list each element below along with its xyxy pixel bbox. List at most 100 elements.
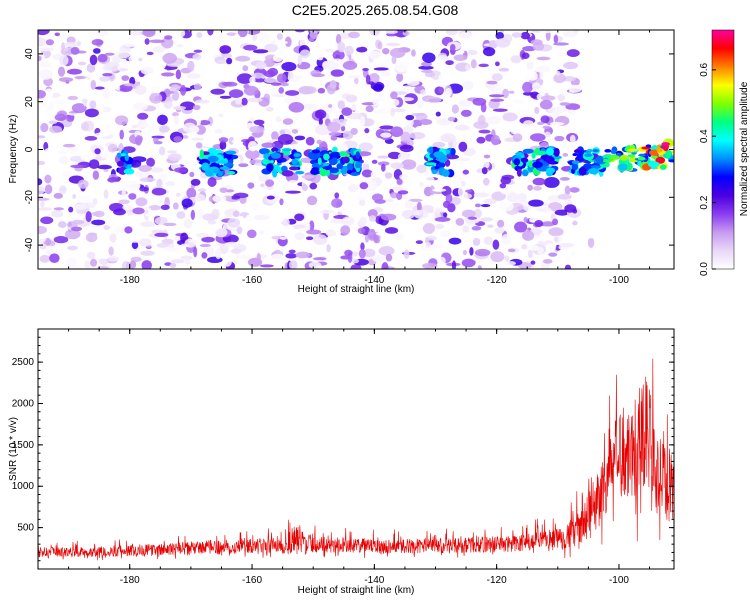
heatmap-noise-blob — [552, 218, 559, 226]
heatmap-noise-blob — [38, 207, 52, 211]
heatmap-noise-blob — [531, 82, 541, 91]
heatmap-signal-blob — [584, 153, 593, 157]
heatmap-noise-blob — [348, 31, 360, 39]
heatmap-signal-blob — [441, 169, 450, 177]
heatmap-noise-blob — [553, 73, 567, 84]
heatmap-noise-blob — [210, 88, 225, 95]
heatmap-noise-blob — [38, 55, 42, 62]
heatmap-noise-blob — [555, 70, 561, 76]
heatmap-noise-blob — [498, 67, 510, 72]
heatmap-noise-blob — [54, 113, 67, 122]
heatmap-noise-blob — [201, 236, 215, 243]
heatmap-noise-blob — [245, 214, 253, 222]
heatmap-noise-blob — [182, 122, 197, 133]
heatmap-noise-blob — [102, 72, 113, 77]
heatmap-noise-blob — [327, 121, 341, 133]
heatmap-noise-blob — [151, 244, 157, 249]
heatmap-noise-blob — [551, 121, 558, 126]
heatmap-noise-blob — [141, 260, 152, 269]
heatmap-noise-blob — [222, 257, 232, 267]
heatmap-noise-blob — [88, 159, 100, 170]
heatmap-noise-blob — [451, 223, 458, 233]
heatmap-noise-blob — [276, 33, 283, 41]
heatmap-signal-blob — [588, 167, 600, 175]
heatmap-signal-blob — [223, 162, 234, 167]
heatmap-noise-blob — [308, 261, 322, 269]
heatmap-noise-blob — [483, 236, 493, 245]
heatmap-noise-blob — [45, 39, 54, 46]
heatmap-noise-blob — [392, 232, 405, 241]
colorbar-frame — [711, 29, 735, 270]
heatmap-noise-blob — [508, 90, 515, 94]
heatmap-noise-blob — [190, 178, 201, 186]
heatmap-noise-blob — [236, 226, 243, 235]
heatmap-noise-blob — [563, 76, 576, 82]
heatmap-noise-blob — [328, 132, 342, 137]
heatmap-noise-blob — [146, 51, 154, 56]
colorbar-tick-label: 0.0 — [699, 262, 710, 276]
heatmap-noise-blob — [342, 176, 355, 181]
heatmap-noise-blob — [174, 167, 188, 173]
heatmap-noise-blob — [309, 120, 319, 128]
heatmap-signal-blob — [659, 164, 667, 170]
heatmap-noise-blob — [316, 139, 323, 145]
heatmap-noise-blob — [328, 104, 333, 108]
heatmap-noise-blob — [193, 83, 202, 91]
heatmap-noise-blob — [390, 107, 396, 117]
heatmap-noise-blob — [39, 60, 45, 69]
heatmap-noise-blob — [587, 237, 595, 248]
heatmap-signal-blob — [425, 162, 437, 166]
heatmap-noise-blob — [437, 55, 449, 61]
heatmap-noise-blob — [399, 174, 408, 180]
heatmap-noise-blob — [570, 251, 576, 257]
heatmap-noise-blob — [573, 30, 579, 34]
heatmap-noise-blob — [175, 69, 182, 80]
heatmap-noise-blob — [442, 200, 451, 209]
heatmap-noise-blob — [57, 66, 66, 77]
heatmap-noise-blob — [490, 98, 504, 102]
heatmap-noise-blob — [180, 255, 193, 260]
heatmap-noise-blob — [490, 87, 499, 93]
heatmap-signal-blob — [431, 169, 438, 175]
heatmap-noise-blob — [309, 220, 315, 232]
heatmap-y-tick-label: -20 — [24, 190, 35, 205]
heatmap-signal-blob — [123, 168, 135, 175]
heatmap-noise-blob — [280, 82, 289, 87]
heatmap-noise-blob — [270, 82, 282, 86]
heatmap-noise-blob — [39, 243, 47, 250]
heatmap-noise-blob — [99, 76, 111, 82]
heatmap-noise-blob — [381, 115, 389, 124]
heatmap-noise-blob — [114, 50, 131, 59]
heatmap-noise-blob — [340, 225, 351, 236]
heatmap-noise-blob — [418, 141, 426, 152]
heatmap-signal-blob — [219, 166, 230, 170]
colorbar-tick-label: 0.2 — [699, 195, 710, 209]
heatmap-noise-blob — [517, 192, 528, 202]
heatmap-noise-blob — [409, 131, 426, 140]
heatmap-y-tick-label: -40 — [24, 237, 35, 252]
heatmap-noise-blob — [530, 260, 536, 265]
heatmap-noise-blob — [534, 219, 544, 228]
heatmap-noise-blob — [477, 265, 482, 269]
heatmap-noise-blob — [74, 76, 86, 80]
heatmap-noise-blob — [370, 81, 385, 91]
heatmap-noise-blob — [532, 186, 542, 191]
heatmap-noise-blob — [193, 49, 203, 53]
heatmap-noise-blob — [311, 73, 325, 78]
heatmap-noise-blob — [470, 59, 477, 69]
heatmap-noise-blob — [294, 30, 306, 33]
heatmap-cells — [38, 30, 674, 269]
heatmap-noise-blob — [260, 183, 265, 188]
heatmap-noise-blob — [151, 135, 165, 139]
heatmap-noise-blob — [330, 135, 338, 141]
heatmap-signal-blob — [638, 153, 646, 157]
heatmap-noise-blob — [276, 73, 287, 83]
heatmap-noise-blob — [553, 34, 559, 44]
heatmap-noise-blob — [559, 57, 569, 65]
heatmap-noise-blob — [241, 97, 248, 106]
heatmap-noise-blob — [359, 182, 369, 190]
heatmap-noise-blob — [557, 193, 572, 200]
heatmap-x-tick-label: -180 — [120, 275, 140, 286]
heatmap-noise-blob — [115, 86, 121, 91]
heatmap-noise-blob — [372, 254, 384, 263]
